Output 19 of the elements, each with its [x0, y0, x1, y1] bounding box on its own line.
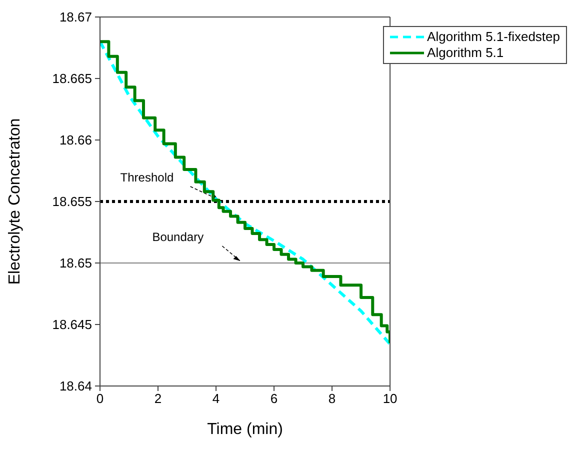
y-axis-title: Electrolyte Concetraton	[6, 118, 24, 285]
y-tick-label: 18.66	[59, 132, 92, 148]
x-axis-title: Time (min)	[207, 421, 283, 438]
y-tick-label: 18.64	[59, 378, 92, 394]
x-tick-label: 2	[154, 391, 162, 406]
x-tick-label: 4	[212, 391, 220, 406]
legend-label: Algorithm 5.1	[427, 45, 504, 61]
x-tick-label: 10	[382, 391, 398, 406]
y-tick-label: 18.645	[52, 317, 92, 332]
y-tick-label: 18.65	[59, 256, 92, 271]
x-tick-label: 6	[270, 391, 278, 406]
y-tick-label: 18.67	[59, 10, 92, 25]
x-tick-label: 0	[96, 391, 104, 406]
legend-label: Algorithm 5.1-fixedstep	[427, 29, 560, 45]
y-tick-label: 18.665	[52, 71, 92, 86]
ref-line-label: Threshold	[120, 170, 174, 184]
y-tick-label: 18.655	[52, 194, 92, 210]
x-tick-label: 8	[328, 391, 336, 406]
ref-line-label: Boundary	[152, 230, 204, 244]
